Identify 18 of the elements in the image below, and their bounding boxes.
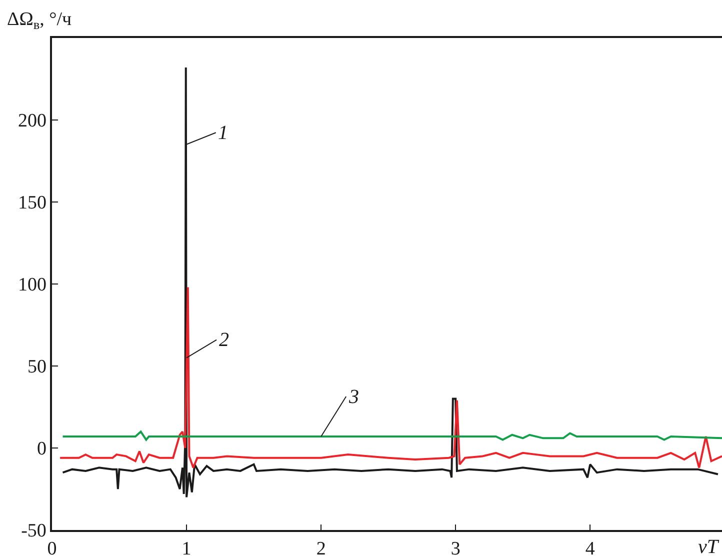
annotation: 2: [219, 329, 229, 351]
x-tick-label: 1: [182, 538, 192, 558]
y-tick-label: 100: [18, 274, 46, 296]
x-axis-title: νT: [698, 536, 720, 558]
y-tick-label: -50: [21, 520, 46, 542]
line-series: [62, 66, 719, 498]
y-axis-title: ΔΩ$_{в}$, °/ч: [7, 9, 72, 32]
y-tick-label: 150: [18, 192, 46, 214]
y-tick-label: 50: [27, 356, 46, 378]
line-series: [59, 286, 722, 469]
line-series: [62, 430, 722, 441]
annotation: 1: [218, 122, 228, 144]
x-tick-label: 2: [316, 538, 326, 558]
y-tick-label: 0: [36, 438, 46, 460]
x-tick-label: 3: [450, 538, 460, 558]
y-tick-label: 200: [18, 110, 46, 132]
x-tick-label: 4: [585, 538, 596, 558]
annotation: 3: [348, 386, 359, 408]
